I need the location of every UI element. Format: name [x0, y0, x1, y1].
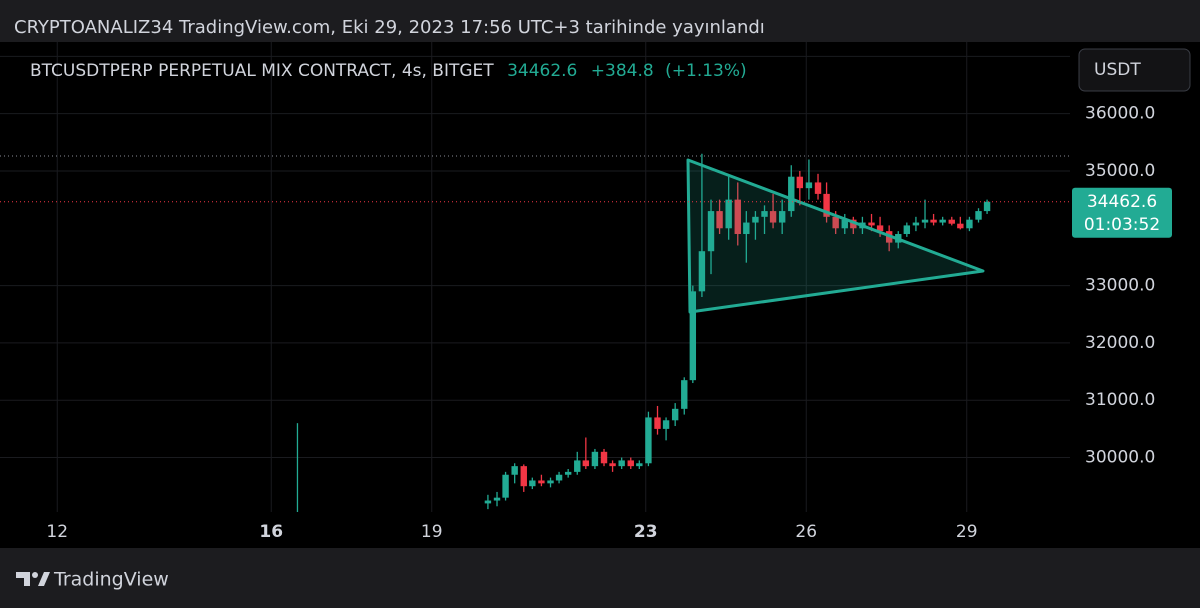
- chart-area: [0, 42, 1200, 548]
- candles: [296, 153, 991, 512]
- candle-body: [796, 176, 804, 189]
- y-tick-label: 33000.0: [1085, 276, 1155, 296]
- legend: BTCUSDTPERP PERPETUAL MIX CONTRACT, 4s, …: [30, 61, 747, 81]
- candle-body: [547, 480, 554, 484]
- candle-body: [689, 291, 697, 381]
- x-tick-label: 16: [259, 522, 283, 542]
- candle-body: [957, 223, 964, 229]
- publish-header: CRYPTOANALIZ34 TradingView.com, Eki 29, …: [14, 17, 765, 38]
- currency-button[interactable]: [1078, 48, 1191, 92]
- candle-body: [966, 219, 973, 229]
- candle-body: [832, 216, 839, 229]
- candle-body: [841, 219, 848, 229]
- candle-body: [939, 219, 946, 223]
- legend-change-pct: (+1.13%): [665, 61, 747, 81]
- candle-body: [618, 460, 625, 467]
- candle-body: [761, 211, 768, 217]
- logo-dot: [32, 572, 38, 578]
- price-label-bg: [1072, 187, 1172, 238]
- y-tick-label: 30000.0: [1085, 448, 1155, 468]
- candle-body: [627, 460, 634, 467]
- candle-body: [564, 471, 572, 475]
- x-tick-label: 26: [795, 522, 817, 542]
- currency-label[interactable]: USDT: [1094, 60, 1141, 80]
- candle-body: [662, 420, 670, 429]
- x-tick-label: 23: [634, 522, 658, 542]
- symbol-title: BTCUSDTPERP PERPETUAL MIX CONTRACT, 4s, …: [30, 61, 494, 81]
- candle-body: [636, 463, 643, 467]
- x-tick-label: 12: [46, 522, 68, 542]
- logo-mark: [16, 572, 30, 586]
- brand-logo: [16, 572, 50, 586]
- candle-body: [769, 211, 777, 223]
- candle-body: [582, 460, 590, 467]
- candle-body: [725, 199, 732, 229]
- candle-body: [743, 222, 750, 235]
- candle-body: [574, 460, 581, 472]
- candle-body: [645, 417, 652, 464]
- candle-body: [707, 211, 715, 252]
- candle-body: [752, 216, 759, 223]
- x-tick-label: 19: [421, 522, 443, 542]
- brand-name: TradingView: [53, 569, 169, 591]
- candle-body: [520, 466, 527, 487]
- candle-body: [734, 199, 741, 235]
- candle-body: [868, 222, 875, 226]
- candle-body: [555, 474, 563, 481]
- candle-body: [511, 466, 518, 475]
- y-tick-label: 36000.0: [1085, 104, 1155, 124]
- candle-body: [778, 211, 786, 223]
- candle-body: [975, 211, 982, 220]
- x-tick-label: 29: [956, 522, 978, 542]
- candle-body: [983, 201, 991, 212]
- candle-body: [493, 497, 501, 501]
- candle-body: [903, 225, 911, 235]
- triangle-pattern: [686, 158, 985, 314]
- y-tick-label: 31000.0: [1085, 390, 1155, 410]
- candle-body: [484, 500, 492, 504]
- candle-body: [948, 219, 955, 224]
- candle-body: [502, 474, 509, 498]
- candle-body: [591, 451, 599, 467]
- price-label: 34462.6: [1087, 192, 1157, 212]
- axes: 30000.0 31000.0 32000.0 33000.0 35000.0 36000…: [0, 46, 1172, 542]
- countdown-label: 01:03:52: [1084, 215, 1160, 235]
- candle-body: [805, 182, 813, 189]
- candle-body: [698, 251, 706, 292]
- candle-body: [814, 182, 822, 194]
- legend-change: +384.8: [591, 61, 654, 81]
- candle-body: [671, 408, 679, 421]
- y-tick-label: 32000.0: [1085, 333, 1155, 353]
- candle-body: [788, 176, 795, 212]
- candle-body: [538, 480, 545, 484]
- candle-body: [654, 417, 661, 429]
- candle-body: [529, 480, 536, 487]
- candle-body: [823, 193, 830, 217]
- candle-body: [681, 380, 688, 409]
- legend-price: 34462.6: [507, 61, 577, 81]
- candle-body: [716, 211, 723, 229]
- candle-body: [921, 219, 929, 223]
- candle-body: [600, 451, 608, 464]
- candle-body: [930, 219, 937, 223]
- candle-body: [876, 225, 884, 232]
- y-tick-label: 35000.0: [1085, 161, 1155, 181]
- candle-body: [609, 463, 616, 467]
- candle-body: [912, 222, 920, 226]
- candle-body: [850, 219, 857, 229]
- logo-slash: [38, 572, 50, 586]
